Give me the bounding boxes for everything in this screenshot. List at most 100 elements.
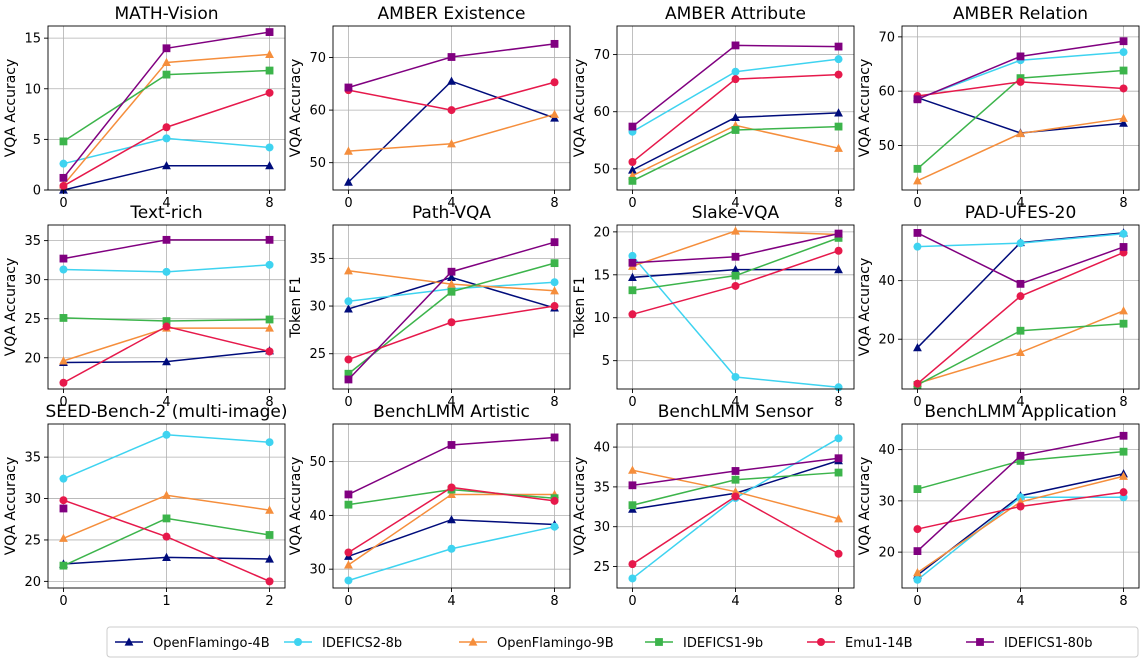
y-tick-label: 60 <box>593 105 610 120</box>
data-point-IDEFICS1-80b <box>162 235 171 244</box>
data-point-IDEFICS1-80b <box>913 229 922 237</box>
y-axis-label: Token F1 <box>288 276 304 338</box>
data-point-OpenFlamingo-4B <box>834 265 843 274</box>
data-point-Emu1-14B <box>265 347 274 356</box>
x-tick-label: 0 <box>628 395 636 410</box>
y-tick-label: 30 <box>309 563 326 578</box>
legend-marker <box>468 637 478 646</box>
x-tick-label: 4 <box>1016 395 1024 410</box>
data-point-IDEFICS2-8b <box>1016 239 1025 248</box>
y-tick-label: 70 <box>593 48 610 63</box>
data-point-IDEFICS2-8b <box>834 55 843 64</box>
x-tick-label: 8 <box>265 196 273 211</box>
subplot-title: AMBER Attribute <box>665 4 806 24</box>
data-point-OpenFlamingo-4B <box>265 554 274 563</box>
y-tick-label: 35 <box>309 252 326 267</box>
data-point-IDEFICS1-80b <box>913 547 922 555</box>
data-point-IDEFICS2-8b <box>162 267 171 276</box>
data-point-IDEFICS1-80b <box>344 83 353 92</box>
data-point-OpenFlamingo-4B <box>162 357 171 366</box>
data-point-Emu1-14B <box>731 492 740 501</box>
data-point-IDEFICS1-9b <box>59 314 68 322</box>
data-point-IDEFICS1-9b <box>913 485 922 493</box>
data-point-OpenFlamingo-4B <box>344 177 353 186</box>
data-point-OpenFlamingo-4B <box>1119 118 1128 127</box>
data-point-Emu1-14B <box>447 106 456 115</box>
data-point-IDEFICS2-8b <box>731 372 740 381</box>
subplot-5: 0 4 8 25 30 35 Path-VQA Token F1 <box>288 203 571 410</box>
y-tick-label: 10 <box>593 311 610 326</box>
x-tick-label: 0 <box>59 395 67 410</box>
subplot-10: 0 4 8 25 30 35 40 BenchLMM Sensor VQA Accuracy <box>572 402 855 609</box>
data-point-IDEFICS1-80b <box>344 375 353 384</box>
x-tick-label: 2 <box>265 594 273 609</box>
data-point-OpenFlamingo-4B <box>162 161 171 170</box>
data-point-IDEFICS1-80b <box>59 254 68 263</box>
data-point-Emu1-14B <box>913 525 922 534</box>
data-point-IDEFICS1-80b <box>59 504 68 513</box>
subplot-1: 0 4 8 50 60 70 AMBER Existence VQA Accuracy <box>288 4 571 211</box>
subplot-title: BenchLMM Application <box>924 402 1116 422</box>
x-tick-label: 8 <box>550 196 558 211</box>
x-tick-label: 0 <box>344 196 352 211</box>
data-point-IDEFICS1-9b <box>1119 66 1128 75</box>
subplot-title: Slake-VQA <box>692 203 780 223</box>
x-tick-label: 8 <box>1119 395 1127 410</box>
x-tick-label: 0 <box>913 196 921 211</box>
data-point-IDEFICS1-80b <box>834 42 843 51</box>
x-tick-label: 4 <box>1016 594 1024 609</box>
x-tick-label: 8 <box>834 594 842 609</box>
data-point-IDEFICS1-9b <box>162 317 171 325</box>
data-point-OpenFlamingo-4B <box>162 552 171 561</box>
y-tick-label: 50 <box>593 162 610 177</box>
y-tick-label: 60 <box>309 104 326 119</box>
data-point-IDEFICS1-80b <box>550 238 559 247</box>
y-tick-label: 0 <box>33 184 41 199</box>
x-tick-label: 4 <box>1016 196 1024 211</box>
data-point-IDEFICS2-8b <box>265 260 274 269</box>
data-point-Emu1-14B <box>265 577 274 586</box>
legend-label: IDEFICS1-80b <box>1004 636 1092 651</box>
legend-item: Emu1-14B <box>807 636 913 651</box>
y-tick-label: 50 <box>309 455 326 470</box>
y-tick-label: 5 <box>602 354 610 369</box>
legend-item: OpenFlamingo-4B <box>115 636 270 651</box>
subplot-3: 0 4 8 50 60 70 AMBER Relation VQA Accuracy <box>857 4 1140 211</box>
subplot-7: 0 4 8 20 40 PAD-UFES-20 VQA Accuracy <box>857 203 1140 410</box>
subplot-0: 0 4 8 0 5 10 15 MATH-Vision VQA Accuracy <box>3 4 286 211</box>
data-point-IDEFICS1-80b <box>447 441 456 449</box>
data-point-IDEFICS1-80b <box>1016 52 1025 61</box>
x-tick-label: 4 <box>447 196 455 211</box>
data-point-IDEFICS1-9b <box>447 287 456 296</box>
y-tick-label: 35 <box>24 451 41 466</box>
y-tick-label: 15 <box>593 268 610 283</box>
data-point-OpenFlamingo-9B <box>834 143 843 152</box>
data-point-Emu1-14B <box>834 70 843 79</box>
data-point-Emu1-14B <box>447 483 456 492</box>
data-point-OpenFlamingo-4B <box>447 515 456 524</box>
x-tick-label: 8 <box>1119 594 1127 609</box>
data-point-IDEFICS1-80b <box>731 252 740 261</box>
data-point-IDEFICS2-8b <box>1119 229 1128 238</box>
x-tick-label: 4 <box>162 196 170 211</box>
data-point-IDEFICS1-80b <box>731 41 740 50</box>
data-point-IDEFICS2-8b <box>59 474 68 483</box>
x-tick-label: 8 <box>834 395 842 410</box>
data-point-IDEFICS2-8b <box>550 278 559 287</box>
data-point-IDEFICS2-8b <box>1119 48 1128 57</box>
data-point-OpenFlamingo-9B <box>447 139 456 148</box>
data-point-IDEFICS1-9b <box>834 468 843 477</box>
x-tick-label: 8 <box>1119 196 1127 211</box>
data-point-Emu1-14B <box>59 496 68 505</box>
data-point-Emu1-14B <box>731 75 740 84</box>
data-point-IDEFICS2-8b <box>628 574 637 583</box>
y-tick-label: 25 <box>24 533 41 548</box>
y-tick-label: 25 <box>309 347 326 362</box>
y-tick-label: 15 <box>24 32 41 47</box>
data-point-IDEFICS1-80b <box>59 173 68 182</box>
data-point-IDEFICS2-8b <box>59 265 68 274</box>
data-point-IDEFICS2-8b <box>913 575 922 584</box>
data-point-IDEFICS1-80b <box>731 467 740 475</box>
y-tick-label: 50 <box>878 139 895 154</box>
subplot-title: Path-VQA <box>412 203 491 223</box>
